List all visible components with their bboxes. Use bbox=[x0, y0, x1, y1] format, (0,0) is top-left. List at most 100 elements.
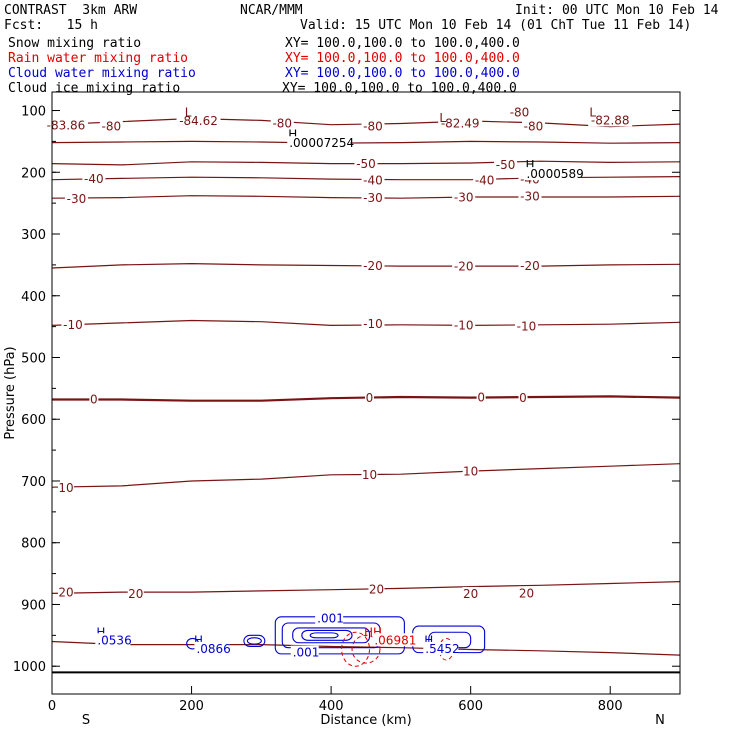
contour-label-bg bbox=[438, 116, 483, 130]
valid-time: Valid: 15 UTC Mon 10 Feb 14 (01 ChT Tue … bbox=[300, 18, 692, 33]
contour-label-bg bbox=[368, 582, 385, 596]
contour-label-bg bbox=[361, 173, 385, 187]
contour-label-bg bbox=[361, 259, 385, 273]
contour-label-bg bbox=[514, 319, 538, 333]
y-tick-label: 500 bbox=[21, 351, 46, 366]
contour-label: -83.86 bbox=[47, 118, 86, 132]
end-label-north: N bbox=[655, 713, 665, 728]
value-label-bg bbox=[423, 641, 459, 655]
contour-label-bg bbox=[361, 119, 385, 133]
y-tick-label: 400 bbox=[21, 290, 46, 305]
extremum-mark: H bbox=[525, 158, 534, 172]
rain-contour bbox=[351, 634, 381, 664]
x-tick-label: 800 bbox=[598, 699, 623, 714]
contour-label: -84.62 bbox=[179, 114, 218, 128]
contour-label-bg bbox=[354, 157, 378, 171]
contour-label: -80 bbox=[102, 120, 122, 134]
contour-label: -30 bbox=[363, 191, 383, 205]
contour-label: -80 bbox=[272, 116, 292, 130]
contour-label: -30 bbox=[67, 192, 87, 206]
contour-label-bg bbox=[452, 318, 476, 332]
contour-label: -20 bbox=[363, 259, 383, 273]
y-tick-label: 900 bbox=[21, 598, 46, 613]
y-tick-label: 600 bbox=[21, 413, 46, 428]
value-label-bg bbox=[194, 641, 230, 655]
contour-label: -10 bbox=[363, 317, 383, 331]
extremum-value-label: .0000589 bbox=[526, 167, 583, 181]
contour-label: -50 bbox=[356, 157, 376, 171]
extremum-value-label: .00007254 bbox=[289, 136, 354, 150]
value-label-bg bbox=[372, 633, 415, 647]
contour-label: -82.49 bbox=[441, 116, 480, 130]
contour-label-bg bbox=[476, 390, 486, 404]
contour-label-bg bbox=[82, 172, 106, 186]
contour-label-bg bbox=[518, 391, 528, 405]
value-label-bg bbox=[95, 633, 131, 647]
end-label-south: S bbox=[82, 713, 90, 728]
cloud-water-contour bbox=[246, 637, 262, 645]
contour-label-bg bbox=[462, 586, 479, 600]
x-axis-label: Distance (km) bbox=[320, 713, 411, 728]
contour-label: -40 bbox=[363, 173, 383, 187]
cloud-water-contour bbox=[309, 632, 339, 639]
extremum-mark: H bbox=[194, 633, 203, 647]
contour-label: -30 bbox=[454, 191, 474, 205]
contour-label: 10 bbox=[58, 481, 73, 495]
contour-label: -20 bbox=[520, 259, 540, 273]
contour-label-bg bbox=[270, 116, 294, 130]
contour-label: 20 bbox=[58, 586, 73, 600]
contour-label-bg bbox=[127, 586, 144, 600]
cloud-water-contour bbox=[301, 629, 353, 641]
contour-label: -10 bbox=[63, 318, 83, 332]
y-tick-label: 800 bbox=[21, 537, 46, 552]
contour-label: -20 bbox=[454, 260, 474, 274]
x-tick-label: 0 bbox=[48, 699, 56, 714]
extremum-mark: L bbox=[439, 111, 446, 125]
y-tick-label: 700 bbox=[21, 475, 46, 490]
contour-label-bg bbox=[61, 317, 85, 331]
extremum-mark: L bbox=[589, 105, 596, 119]
legend-cloudwater-name: Cloud water mixing ratio bbox=[8, 66, 196, 81]
contour-label-bg bbox=[588, 113, 633, 127]
contour-label-bg bbox=[452, 190, 476, 204]
contour-label: -80 bbox=[524, 120, 544, 134]
init-time: Init: 00 UTC Mon 10 Feb 14 bbox=[515, 3, 719, 18]
extremum-mark: L bbox=[185, 105, 192, 119]
contour-label-bg bbox=[57, 480, 74, 494]
contour-label-bg bbox=[64, 191, 88, 205]
contour-label: 0 bbox=[519, 391, 527, 405]
extremum-value-label: .0536 bbox=[97, 633, 131, 647]
contour-label-bg bbox=[473, 173, 497, 187]
extremum-value-label: .5452 bbox=[425, 642, 459, 656]
contour-label: -30 bbox=[520, 189, 540, 203]
contour-label: -40 bbox=[475, 173, 495, 187]
contour-label: 20 bbox=[369, 583, 384, 597]
contour-label-bg bbox=[364, 391, 374, 405]
value-label-bg bbox=[524, 167, 581, 181]
contour-label: -40 bbox=[84, 172, 104, 186]
x-tick-label: 400 bbox=[319, 699, 344, 714]
contour-label-bg bbox=[508, 105, 532, 119]
value-label-bg bbox=[287, 136, 351, 150]
contour-label-bg bbox=[57, 585, 74, 599]
extremum-value-label: .001 bbox=[293, 646, 320, 660]
contour-label: 20 bbox=[463, 587, 478, 601]
contour-label: 0 bbox=[366, 391, 374, 405]
legend-snow-name: Snow mixing ratio bbox=[8, 36, 142, 51]
contour-label-bg bbox=[99, 119, 123, 133]
contour-label-bg bbox=[176, 114, 221, 128]
contour-label-bg bbox=[43, 118, 88, 132]
contour-label: -80 bbox=[510, 105, 530, 119]
legend-rain-range: XY= 100.0,100.0 to 100.0,400.0 bbox=[285, 51, 520, 66]
chart-title: CONTRAST 3km ARW bbox=[4, 3, 138, 18]
plot-frame bbox=[51, 91, 681, 695]
contour-label: -50 bbox=[496, 158, 516, 172]
x-tick-label: 600 bbox=[458, 699, 483, 714]
rain-contour bbox=[341, 631, 370, 667]
legend-cloudwater-range: XY= 100.0,100.0 to 100.0,400.0 bbox=[285, 66, 520, 81]
extremum-value-label: .06981 bbox=[374, 633, 416, 647]
contour-label: 20 bbox=[519, 586, 534, 600]
contour-label-bg bbox=[518, 189, 542, 203]
